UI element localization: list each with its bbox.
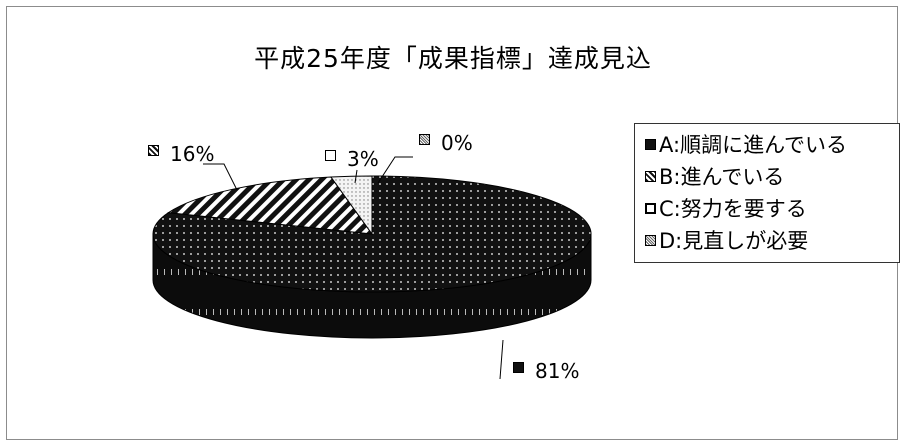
data-label-swatch-b: [148, 145, 159, 156]
legend: A:順調に進んでいる B:進んでいる C:努力を要する D:見直しが必要: [634, 123, 900, 263]
legend-swatch-d: [645, 235, 656, 246]
data-label-c: 3%: [325, 147, 379, 171]
data-label-swatch-c: [325, 150, 336, 161]
leader-line-b: [203, 164, 237, 190]
data-label-a: 81%: [513, 359, 579, 383]
data-label-text-c: 3%: [347, 147, 379, 171]
legend-item-d: D:見直しが必要: [645, 226, 808, 256]
data-label-text-b: 16%: [170, 142, 214, 166]
legend-item-b: B:進んでいる: [645, 162, 784, 192]
legend-swatch-c: [645, 203, 656, 214]
legend-label-d: D:見直しが必要: [659, 229, 808, 253]
legend-item-a: A:順調に進んでいる: [645, 130, 847, 160]
legend-swatch-a: [645, 139, 656, 150]
data-label-b: 16%: [148, 142, 214, 166]
legend-label-b: B:進んでいる: [659, 165, 784, 189]
data-label-swatch-d: [419, 134, 430, 145]
data-label-swatch-a: [513, 362, 524, 373]
leader-line-a: [500, 340, 503, 379]
chart-area: 平成25年度「成果指標」達成見込 81% 16% 3% 0%: [6, 6, 898, 440]
data-label-text-d: 0%: [441, 131, 473, 155]
legend-swatch-b: [645, 171, 656, 182]
data-label-text-a: 81%: [535, 359, 579, 383]
legend-item-c: C:努力を要する: [645, 194, 807, 224]
legend-label-c: C:努力を要する: [659, 197, 807, 221]
data-label-d: 0%: [419, 131, 473, 155]
legend-label-a: A:順調に進んでいる: [659, 133, 847, 157]
